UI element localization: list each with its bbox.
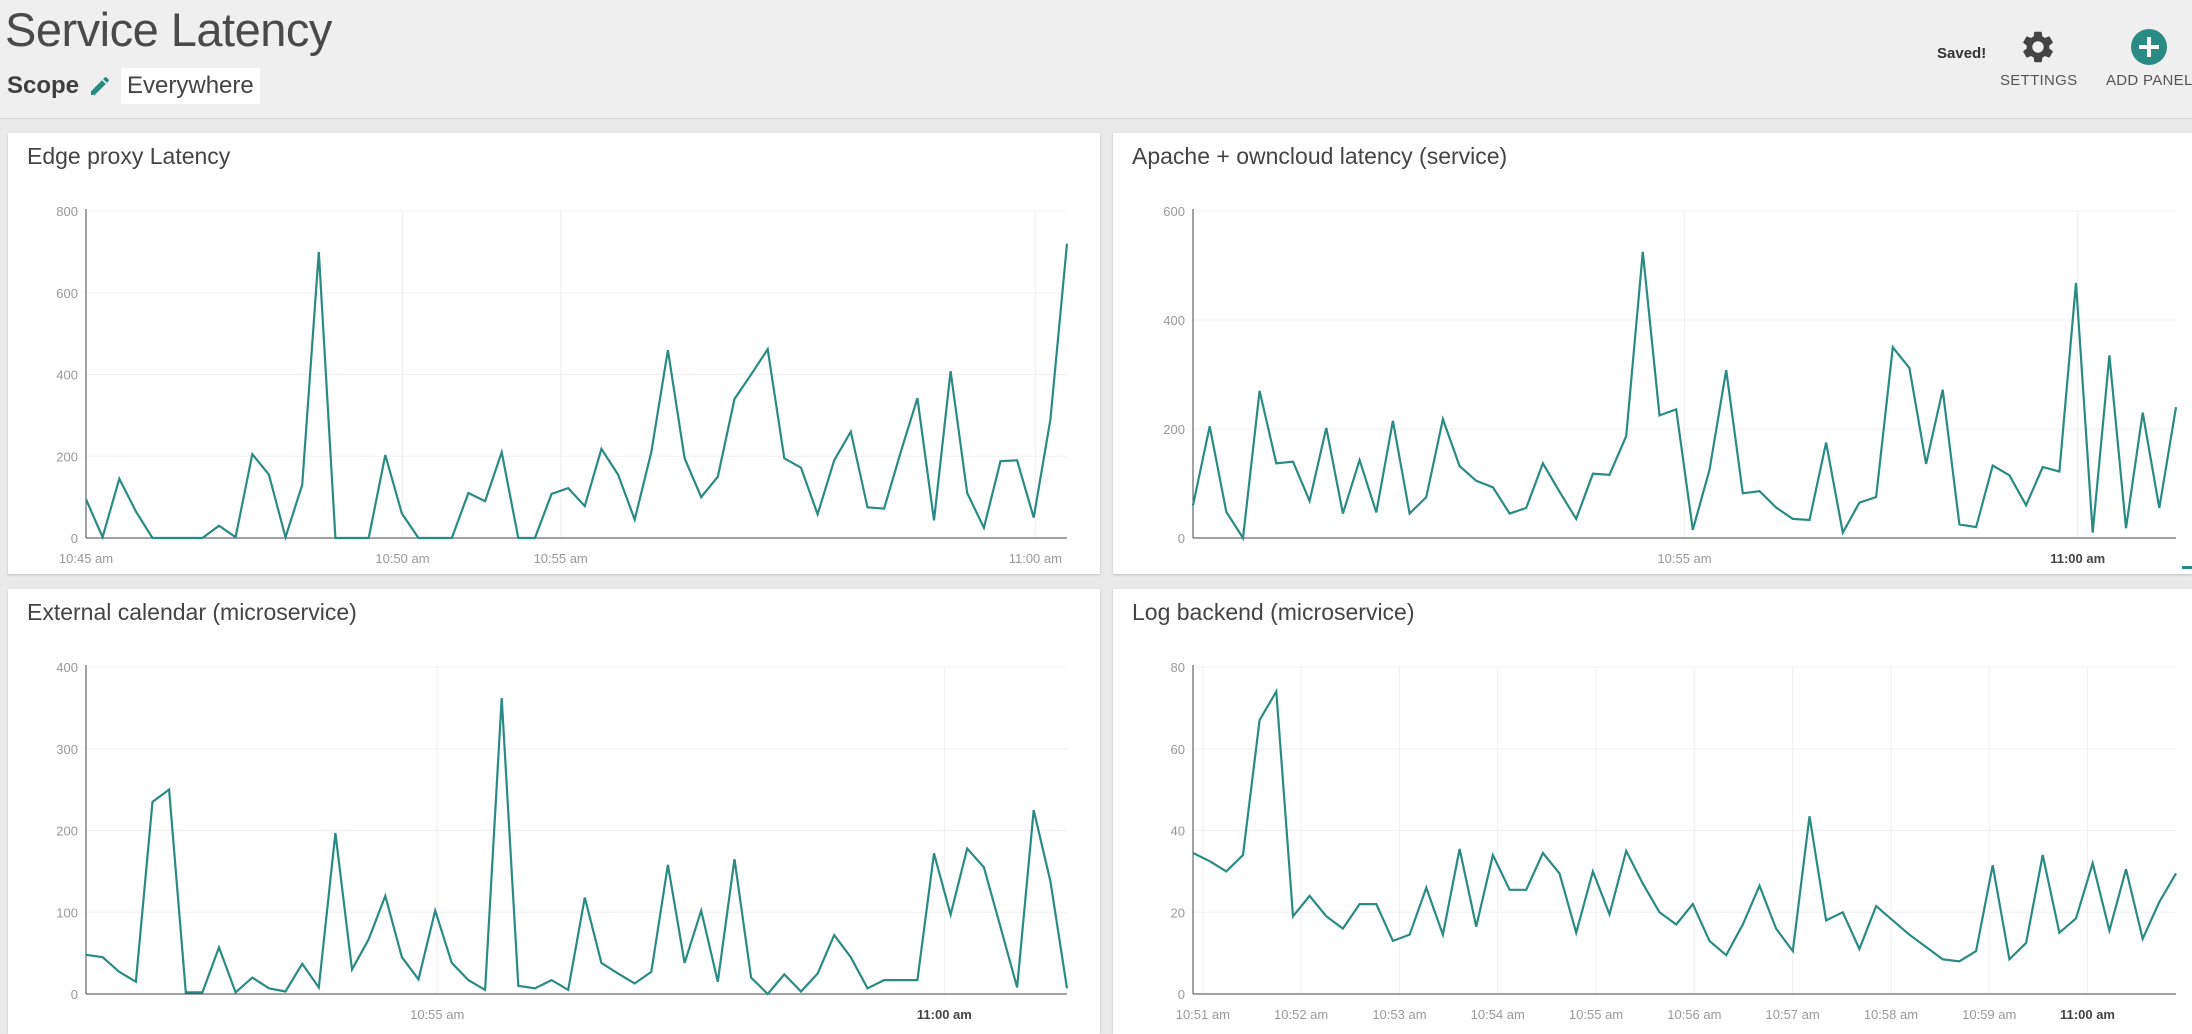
x-tick-label: 11:00 am (2060, 1007, 2115, 1022)
x-tick-label: 10:55 am (534, 551, 588, 566)
panel-title[interactable]: Edge proxy Latency (27, 143, 231, 169)
dashboard-header: Service Latency Scope Everywhere Saved! … (0, 0, 2192, 119)
x-tick-label: 10:55 am (1569, 1007, 1623, 1022)
chart-log-backend: 0 20 40 60 80 10:51 am 10:52 am 10:53 am 10:54 a… (1171, 660, 2177, 1022)
scope-row: Scope Everywhere (7, 66, 260, 106)
saved-status: Saved! (1937, 45, 1987, 62)
panel-title[interactable]: Log backend (microservice) (1132, 599, 1415, 625)
x-tick-label: 10:58 am (1864, 1007, 1918, 1022)
series-line (85, 698, 1069, 996)
y-tick-label: 300 (56, 742, 78, 757)
x-tick-label: 11:00 am (2050, 551, 2105, 566)
x-tick-label: 10:55 am (1657, 551, 1711, 566)
y-tick-label: 0 (71, 987, 78, 1002)
panel-log-backend: Log backend (microservice) 0 20 40 60 80 10:5… (1113, 589, 2192, 1034)
y-tick-label: 200 (1163, 422, 1185, 437)
y-tick-label: 200 (56, 824, 78, 839)
chart-apache-owncloud-latency: 0 200 400 600 10:55 am 11:00 am (1163, 204, 2178, 566)
gear-icon (2000, 28, 2076, 66)
scroll-indicator (2182, 566, 2192, 569)
plus-circle-icon (2106, 28, 2192, 66)
add-panel-button[interactable]: ADD PANEL (2106, 28, 2192, 89)
y-tick-label: 80 (1171, 660, 1185, 675)
x-tick-label: 10:57 am (1766, 1007, 1820, 1022)
page-title: Service Latency (5, 3, 332, 56)
settings-button[interactable]: SETTINGS (2000, 28, 2078, 89)
scope-selector[interactable]: Everywhere (121, 68, 260, 104)
y-tick-label: 600 (56, 286, 78, 301)
panel-edge-proxy-latency: Edge proxy Latency 0 200 400 600 800 10:45 am… (8, 133, 1100, 574)
x-tick-label: 10:45 am (59, 551, 113, 566)
y-tick-label: 400 (1163, 313, 1185, 328)
edit-icon[interactable] (88, 74, 112, 98)
panel-title[interactable]: Apache + owncloud latency (service) (1132, 143, 1508, 169)
y-tick-label: 0 (71, 531, 78, 546)
x-tick-label: 10:59 am (1962, 1007, 2016, 1022)
y-tick-label: 200 (56, 449, 78, 464)
y-tick-label: 400 (56, 368, 78, 383)
x-tick-label: 10:56 am (1667, 1007, 1721, 1022)
x-tick-label: 10:53 am (1372, 1007, 1426, 1022)
y-tick-label: 60 (1171, 742, 1185, 757)
panel-apache-owncloud-latency: Apache + owncloud latency (service) 0 200… (1113, 133, 2192, 574)
x-tick-label: 10:50 am (375, 551, 429, 566)
y-tick-label: 400 (56, 660, 78, 675)
series-line (84, 243, 1069, 542)
y-tick-label: 100 (56, 905, 78, 920)
x-tick-label: 10:52 am (1274, 1007, 1328, 1022)
panel-external-calendar: External calendar (microservice) 0 100 200… (8, 589, 1100, 1034)
chart-edge-proxy-latency: 0 200 400 600 800 10:45 am 10:50 am 10:55 am 11:… (56, 204, 1069, 566)
series-line (1192, 687, 2177, 963)
add-panel-label: ADD PANEL (2106, 72, 2192, 89)
y-tick-label: 0 (1178, 987, 1185, 1002)
x-tick-label: 10:54 am (1471, 1007, 1525, 1022)
y-tick-label: 40 (1171, 824, 1185, 839)
y-tick-label: 800 (56, 204, 78, 219)
panel-title[interactable]: External calendar (microservice) (27, 599, 357, 625)
x-tick-label: 11:00 am (917, 1007, 972, 1022)
chart-external-calendar: 0 100 200 300 400 10:55 am 11:00 am (56, 660, 1069, 1022)
y-tick-label: 0 (1178, 531, 1185, 546)
scope-label: Scope (7, 72, 80, 99)
series-line (1191, 251, 2178, 542)
x-tick-label: 10:51 am (1176, 1007, 1230, 1022)
x-tick-label: 10:55 am (410, 1007, 464, 1022)
settings-label: SETTINGS (2000, 72, 2078, 89)
y-tick-label: 600 (1163, 204, 1185, 219)
y-tick-label: 20 (1171, 905, 1185, 920)
x-tick-label: 11:00 am (1009, 551, 1062, 566)
